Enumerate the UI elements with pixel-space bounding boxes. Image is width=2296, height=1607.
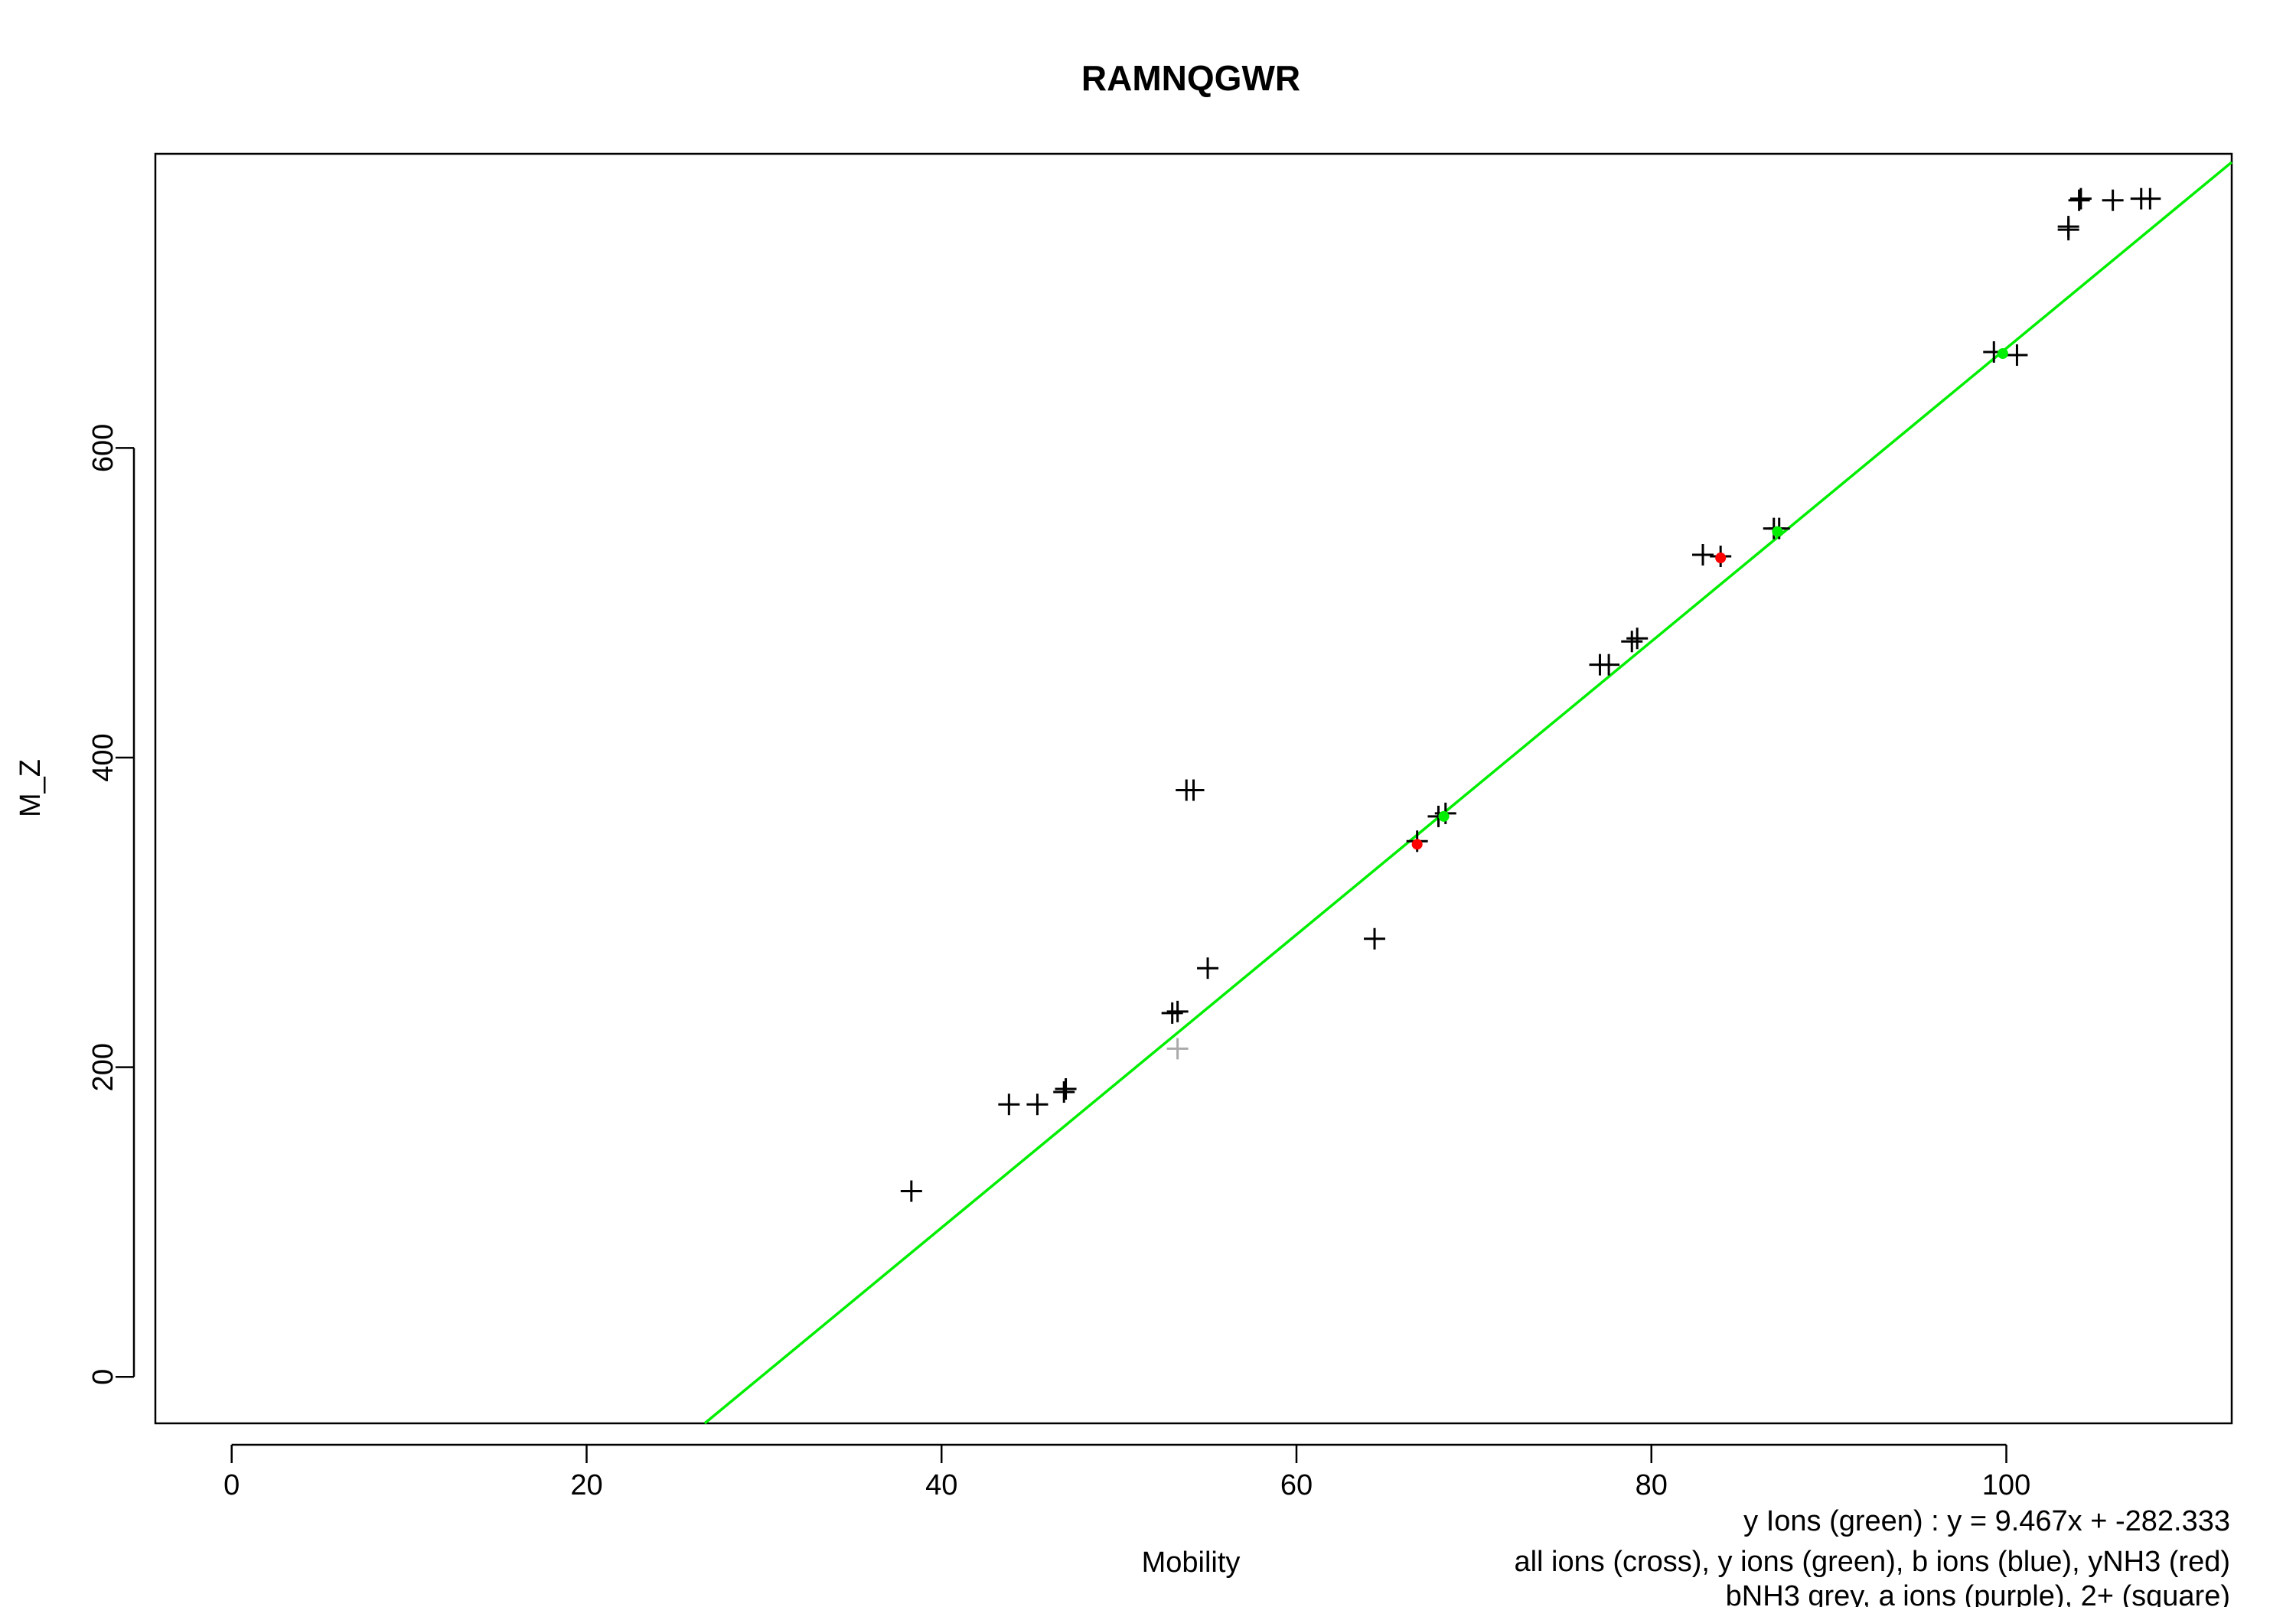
cross-marker: [2006, 344, 2028, 367]
x-axis: 0 20 40 60 80 100: [223, 1443, 2030, 1501]
cross-marker: [1182, 779, 1205, 801]
cross-marker: [1598, 654, 1620, 676]
cross-marker: [1055, 1077, 1077, 1100]
x-tick-label: 40: [925, 1469, 957, 1501]
y-tick-label: 0: [87, 1369, 119, 1385]
dot-marker: [1772, 526, 1783, 537]
cross-marker: [1161, 1002, 1183, 1024]
cross-marker: [1626, 627, 1649, 650]
dot-marker: [1411, 839, 1423, 850]
points-layer: [900, 187, 2161, 1202]
fit-line: [703, 161, 2233, 1425]
y-axis-label: M_Z: [15, 759, 47, 817]
x-tick-label: 60: [1280, 1469, 1313, 1501]
y-tick-label: 400: [87, 733, 119, 781]
fit-line-layer: [703, 161, 2233, 1425]
dot-marker: [1438, 810, 1450, 822]
fit-equation-note: y Ions (green) : y = 9.467x + -282.333: [1743, 1505, 2230, 1537]
y-tick-label: 200: [87, 1043, 119, 1091]
cross-marker: [1691, 544, 1714, 566]
cross-marker: [2102, 189, 2124, 211]
cross-marker: [1166, 1000, 1189, 1022]
cross-marker: [1166, 1038, 1189, 1060]
dot-marker: [1715, 553, 1727, 564]
cross-marker: [2057, 219, 2079, 241]
cross-marker: [998, 1094, 1020, 1116]
x-tick-label: 0: [223, 1469, 240, 1501]
legend-note-2: bNH3 grey, a ions (purple), 2+ (square): [1726, 1580, 2230, 1607]
dot-marker: [1997, 347, 2008, 359]
plot-frame: [154, 152, 2233, 1425]
y-axis: 0 200 400 600: [87, 424, 135, 1385]
cross-marker: [1053, 1081, 1075, 1103]
x-tick-label: 100: [1982, 1469, 2030, 1501]
cross-marker: [2139, 187, 2161, 210]
legend-note-1: all ions (cross), y ions (green), b ions…: [1514, 1546, 2230, 1578]
x-tick-label: 20: [570, 1469, 602, 1501]
cross-marker: [1026, 1094, 1049, 1116]
x-axis-label: Mobility: [1142, 1547, 1241, 1579]
cross-marker: [1621, 631, 1643, 653]
chart-title: RAMNQGWR: [1081, 58, 1300, 98]
x-tick-label: 80: [1636, 1469, 1668, 1501]
y-tick-label: 600: [87, 424, 119, 472]
cross-marker: [1197, 957, 1219, 980]
cross-marker: [1364, 927, 1386, 950]
cross-marker: [2068, 189, 2090, 211]
cross-marker: [2069, 187, 2092, 210]
cross-marker: [900, 1180, 922, 1202]
